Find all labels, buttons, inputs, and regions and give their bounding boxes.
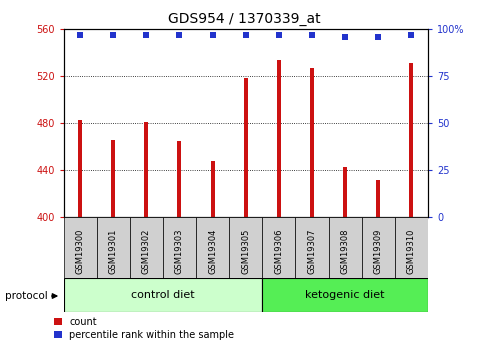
Text: protocol: protocol: [5, 291, 47, 301]
Bar: [196, 217, 229, 278]
Bar: [163, 217, 196, 278]
Text: GDS954 / 1370339_at: GDS954 / 1370339_at: [168, 12, 320, 26]
Text: GSM19300: GSM19300: [76, 228, 84, 274]
Point: [274, 32, 282, 38]
Bar: [295, 217, 328, 278]
Bar: [243, 78, 247, 217]
Bar: [97, 217, 129, 278]
Bar: [328, 217, 361, 278]
Point: [341, 34, 348, 40]
Text: control diet: control diet: [131, 290, 194, 300]
Text: ketogenic diet: ketogenic diet: [305, 290, 384, 300]
Point: [109, 32, 117, 38]
Bar: [78, 120, 82, 217]
Bar: [229, 217, 262, 278]
Bar: [63, 217, 97, 278]
Legend: count, percentile rank within the sample: count, percentile rank within the sample: [54, 317, 234, 340]
Point: [242, 32, 249, 38]
Text: GSM19308: GSM19308: [340, 228, 349, 274]
Bar: [375, 180, 379, 217]
Bar: [262, 217, 295, 278]
Bar: [361, 217, 394, 278]
Bar: [262, 278, 427, 312]
Bar: [309, 68, 313, 217]
Bar: [343, 167, 346, 217]
Bar: [408, 63, 412, 217]
Bar: [111, 140, 115, 217]
Text: GSM19304: GSM19304: [208, 228, 217, 274]
Point: [407, 32, 414, 38]
Bar: [63, 278, 262, 312]
Text: GSM19301: GSM19301: [108, 228, 118, 274]
Bar: [276, 60, 280, 217]
Text: GSM19309: GSM19309: [373, 228, 382, 274]
Text: GSM19306: GSM19306: [274, 228, 283, 274]
Bar: [144, 122, 148, 217]
Bar: [394, 217, 427, 278]
Text: GSM19310: GSM19310: [406, 228, 415, 274]
Bar: [210, 161, 214, 217]
Bar: [129, 217, 163, 278]
Text: GSM19303: GSM19303: [175, 228, 183, 274]
Text: GSM19307: GSM19307: [307, 228, 316, 274]
Point: [76, 32, 84, 38]
Point: [373, 34, 381, 40]
Point: [208, 32, 216, 38]
Point: [175, 32, 183, 38]
Text: GSM19305: GSM19305: [241, 228, 250, 274]
Bar: [177, 141, 181, 217]
Point: [307, 32, 315, 38]
Text: GSM19302: GSM19302: [142, 228, 151, 274]
Point: [142, 32, 150, 38]
